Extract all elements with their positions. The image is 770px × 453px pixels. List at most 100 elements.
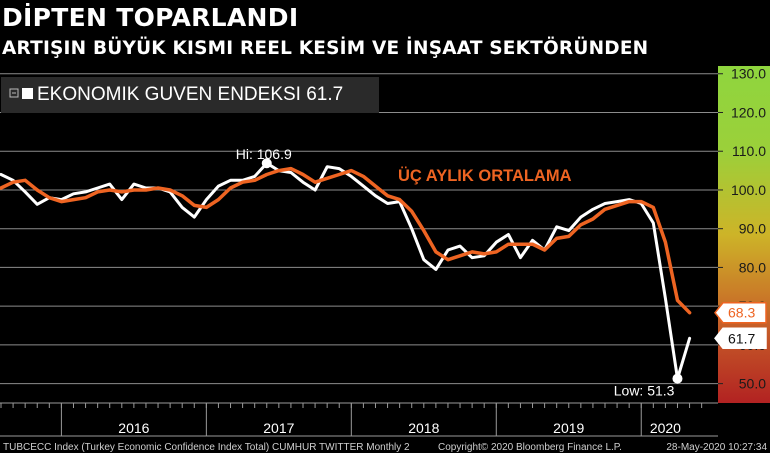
data-point-average	[640, 200, 643, 203]
low-annotation: Low: 51.3	[614, 383, 675, 399]
data-point-index	[495, 241, 498, 244]
data-point-index	[434, 268, 437, 271]
data-point-index	[652, 221, 655, 224]
data-point-average	[676, 299, 679, 302]
x-tick-label: 2018	[408, 420, 439, 436]
data-point-index	[326, 165, 329, 168]
data-point-index	[350, 175, 353, 178]
end-value-label: 68.3	[728, 305, 755, 321]
data-point-average	[36, 188, 39, 191]
data-point-average	[169, 188, 172, 191]
data-point-average	[616, 204, 619, 207]
data-point-index	[96, 187, 99, 190]
data-point-index	[688, 337, 691, 340]
data-point-index	[446, 248, 449, 251]
data-point-average	[241, 181, 244, 184]
data-point-average	[193, 204, 196, 207]
data-point-average	[386, 194, 389, 197]
footer-copyright: Copyright© 2020 Bloomberg Finance L.P.	[438, 442, 622, 453]
data-point-average	[132, 188, 135, 191]
data-point-index	[302, 181, 305, 184]
data-point-average	[72, 198, 75, 201]
data-point-average	[507, 243, 510, 246]
data-point-average	[217, 198, 220, 201]
data-point-index	[459, 245, 462, 248]
data-point-index	[36, 203, 39, 206]
data-point-average	[543, 248, 546, 251]
data-point-average	[628, 200, 631, 203]
data-point-index	[314, 188, 317, 191]
y-tick-label: 90.0	[739, 221, 766, 237]
data-point-index	[507, 233, 510, 236]
data-point-average	[205, 206, 208, 209]
data-point-average	[374, 185, 377, 188]
data-point-average	[96, 190, 99, 193]
data-point-average	[350, 169, 353, 172]
chart-title: DİPTEN TOPARLANDI	[2, 3, 299, 32]
data-point-average	[229, 187, 232, 190]
data-point-average	[326, 177, 329, 180]
series-line-index	[0, 161, 692, 381]
data-point-average	[604, 208, 607, 211]
data-point-index	[471, 256, 474, 259]
data-point-index	[422, 258, 425, 261]
data-point-index	[616, 200, 619, 203]
hi-annotation: Hi: 106.9	[236, 146, 292, 162]
chart-subtitle: ARTIŞIN BÜYÜK KISMI REEL KESİM VE İNŞAAT…	[2, 38, 649, 59]
data-point-average	[591, 218, 594, 221]
data-point-average	[688, 311, 691, 314]
x-tick-label: 2020	[650, 420, 681, 436]
data-point-index	[217, 185, 220, 188]
data-point-index	[338, 167, 341, 170]
data-point-index	[289, 171, 292, 174]
data-point-index	[120, 198, 123, 201]
data-point-index	[374, 194, 377, 197]
data-point-index	[362, 185, 365, 188]
data-point-average	[398, 198, 401, 201]
data-point-index	[555, 225, 558, 228]
y-tick-label: 80.0	[739, 259, 766, 275]
data-point-average	[446, 258, 449, 261]
data-point-index	[579, 216, 582, 219]
data-point-index	[591, 208, 594, 211]
data-point-index	[181, 206, 184, 209]
legend-toggle-icon	[9, 88, 19, 98]
footer-source: TUBCECC Index (Turkey Economic Confidenc…	[3, 442, 410, 453]
data-point-average	[652, 206, 655, 209]
low-marker	[672, 373, 683, 384]
data-point-average	[157, 187, 160, 190]
data-point-average	[24, 179, 27, 182]
data-point-average	[483, 252, 486, 255]
data-point-average	[664, 241, 667, 244]
data-point-index	[386, 202, 389, 205]
end-value-tag	[714, 301, 767, 324]
data-point-index	[72, 192, 75, 195]
data-point-average	[495, 250, 498, 253]
x-tick-label: 2017	[263, 420, 294, 436]
data-point-average	[471, 250, 474, 253]
data-point-index	[132, 183, 135, 186]
data-point-average	[579, 223, 582, 226]
data-point-average	[531, 243, 534, 246]
data-point-average	[555, 237, 558, 240]
data-point-index	[519, 256, 522, 259]
data-point-average	[362, 175, 365, 178]
data-point-average	[12, 181, 15, 184]
data-point-index	[567, 229, 570, 232]
data-point-index	[410, 227, 413, 230]
data-point-average	[277, 169, 280, 172]
series-label-average: ÜÇ AYLIK ORTALAMA	[398, 166, 572, 185]
data-point-average	[181, 194, 184, 197]
x-tick-label: 2019	[553, 420, 584, 436]
data-point-average	[422, 229, 425, 232]
data-point-average	[144, 188, 147, 191]
data-point-average	[120, 190, 123, 193]
data-point-average	[567, 235, 570, 238]
y-tick-label: 130.0	[731, 66, 766, 82]
data-point-index	[84, 190, 87, 193]
data-point-average	[60, 200, 63, 203]
hi-marker	[261, 158, 272, 169]
data-point-average	[302, 173, 305, 176]
data-point-index	[531, 239, 534, 242]
data-point-index	[24, 190, 27, 193]
